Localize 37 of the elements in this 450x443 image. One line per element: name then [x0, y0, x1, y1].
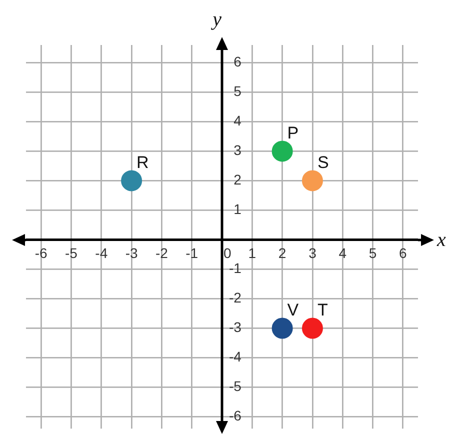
y-tick-label: 1 [234, 201, 242, 218]
y-tick-label: 6 [234, 54, 242, 70]
y-tick-label: -2 [228, 290, 242, 306]
point [272, 140, 293, 162]
point [302, 318, 323, 339]
y-tick-label: -5 [228, 378, 242, 394]
x-axis-title: x [436, 229, 446, 251]
series-label: T [317, 300, 328, 320]
x-tick-label: 0 [223, 245, 232, 262]
series-label: S [317, 152, 329, 172]
x-tick-label: 3 [308, 245, 317, 262]
point [302, 170, 323, 192]
x-tick-label: -6 [34, 245, 48, 262]
x-tick-label: 6 [399, 245, 408, 262]
series-label: R [136, 152, 149, 172]
y-tick-label: 4 [234, 112, 242, 129]
series-label: V [287, 300, 300, 320]
point [272, 318, 293, 339]
x-tick-label: 4 [338, 245, 347, 262]
y-tick-label: 2 [234, 172, 242, 188]
x-tick-label: -5 [65, 245, 78, 262]
point [121, 170, 142, 192]
x-tick-label: -1 [186, 245, 198, 262]
y-tick-label: -6 [228, 408, 242, 424]
x-tick-label: 5 [368, 245, 377, 262]
y-axis-title: y [210, 8, 222, 30]
x-tick-label: 2 [278, 245, 286, 262]
y-tick-label: 3 [234, 142, 242, 158]
x-tick-label: -2 [155, 245, 168, 262]
y-tick-label: -3 [228, 319, 242, 336]
y-tick-label: -1 [228, 260, 242, 276]
x-tick-label: -4 [95, 245, 108, 262]
y-tick-label: -4 [228, 348, 242, 365]
series-label: P [287, 123, 299, 142]
x-tick-label: -3 [125, 245, 138, 262]
y-tick-label: 5 [234, 83, 242, 100]
x-tick-label: 1 [248, 245, 256, 262]
